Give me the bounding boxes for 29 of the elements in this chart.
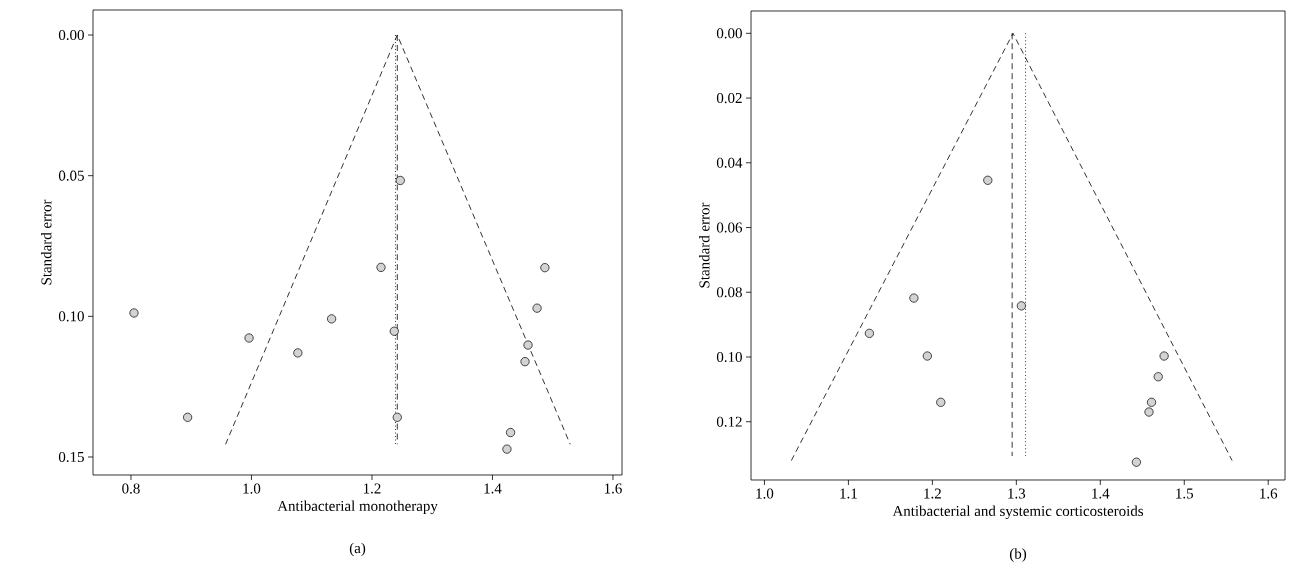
y-axis-title: Standard error (699, 202, 710, 288)
y-tick-label: 0.12 (716, 416, 742, 427)
x-tick-label: 0.8 (122, 483, 140, 494)
y-tick-label: 0.08 (716, 287, 742, 298)
y-tick-label: 0.10 (716, 351, 742, 363)
x-tick-label: 1.6 (604, 483, 622, 494)
x-tick-label: 1.6 (1260, 488, 1278, 499)
y-axis-title: Standard error (41, 199, 52, 285)
x-tick-label: 1.4 (484, 483, 502, 494)
x-axis-title: Antibacterial monotherapy (277, 500, 438, 515)
x-tick-label: 1.3 (1008, 488, 1026, 499)
x-tick-label: 1.1 (840, 488, 857, 499)
y-tick-label: 0.15 (58, 451, 84, 463)
y-tick-label: 0.06 (716, 222, 743, 233)
x-axis-title: Antibacterial and systemic corticosteroids (892, 505, 1144, 520)
y-tick-label: 0.05 (58, 170, 84, 181)
y-tick-label: 0.10 (58, 311, 84, 322)
y-tick-label: 0.04 (716, 157, 743, 168)
text: (b) (1009, 548, 1027, 562)
x-tick-label: 1.4 (1092, 488, 1110, 499)
y-tick-label: 0.00 (58, 29, 84, 41)
x-tick-label: 1.5 (1176, 488, 1194, 499)
y-tick-label: 0.00 (716, 28, 742, 39)
x-tick-label: 1.2 (363, 483, 381, 494)
x-tick-label: 1.2 (924, 488, 941, 499)
text: (a) (349, 542, 366, 557)
x-tick-label: 1.0 (243, 483, 261, 494)
x-tick-label: 1.0 (756, 488, 774, 499)
y-tick-label: 0.02 (716, 92, 742, 104)
